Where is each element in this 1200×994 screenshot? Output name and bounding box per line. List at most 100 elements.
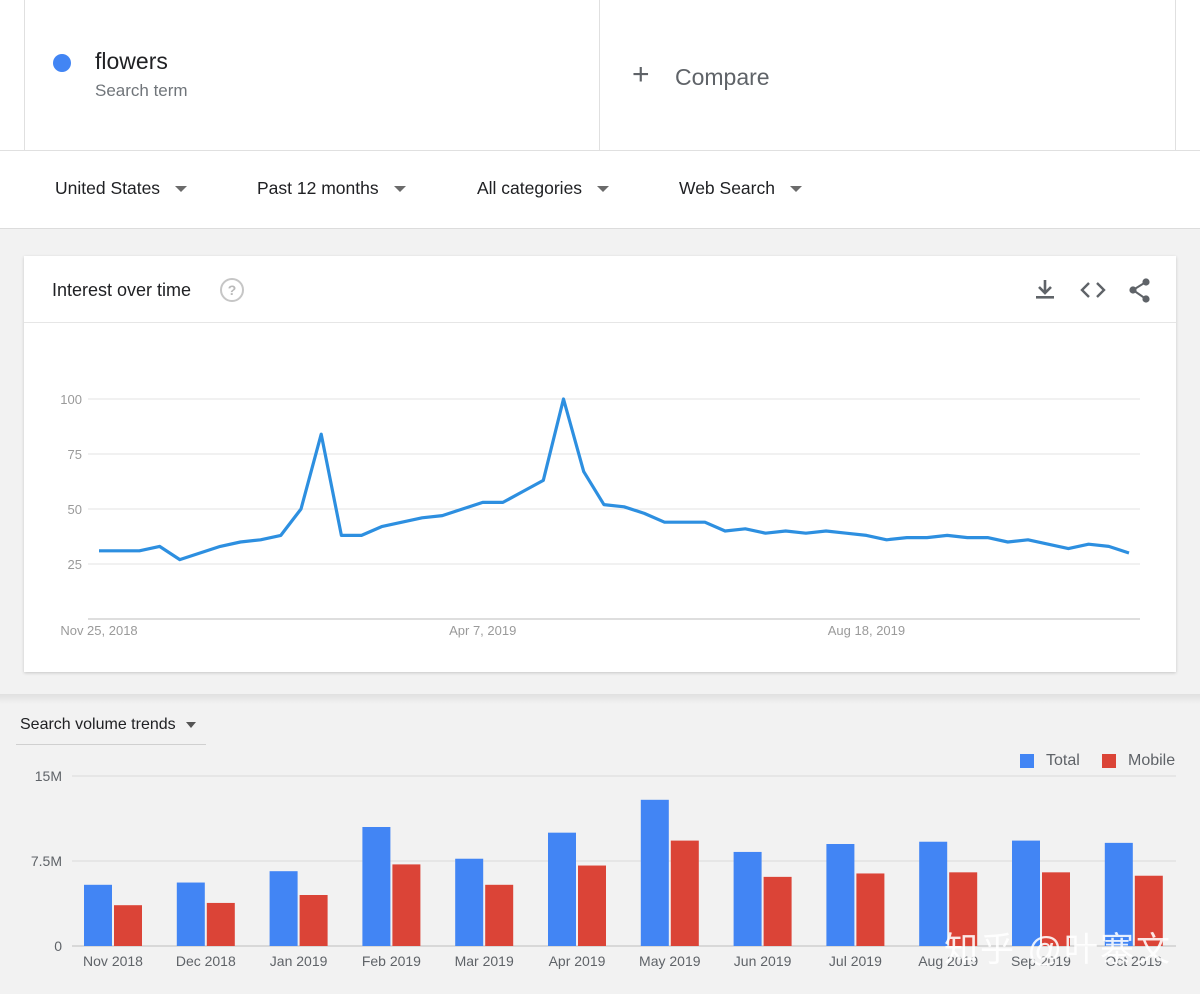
help-icon[interactable]: ? (220, 278, 244, 302)
data-point (925, 535, 930, 540)
data-point (157, 544, 162, 549)
search-term-name[interactable]: flowers (95, 48, 168, 74)
y-tick-label: 7.5M (31, 853, 62, 869)
legend-mobile-swatch (1102, 754, 1116, 768)
search-term-sublabel: Search term (95, 81, 188, 100)
legend-total-label: Total (1046, 752, 1080, 769)
data-point (298, 507, 303, 512)
x-tick-label: Apr 7, 2019 (449, 623, 516, 638)
search-volume-trends-label: Search volume trends (20, 716, 176, 733)
y-tick-label: 75 (68, 447, 82, 462)
x-tick-label: Feb 2019 (362, 953, 421, 969)
region-label: United States (55, 178, 161, 198)
data-point (642, 511, 647, 516)
data-point (1127, 551, 1132, 556)
data-point (480, 500, 485, 505)
data-point (884, 537, 889, 542)
search-volume-trends-dropdown[interactable]: Search volume trends (20, 716, 196, 734)
time-range-label: Past 12 months (257, 178, 379, 198)
y-tick-label: 100 (60, 392, 82, 407)
x-tick-label: Nov 2018 (83, 953, 143, 969)
data-point (420, 515, 425, 520)
interest-line-chart: 25 50 75 100 Nov 25, 2018 Apr 7, 2019 Aug 18, … (60, 392, 1140, 638)
bar-mobile (114, 905, 142, 946)
data-point (1066, 546, 1071, 551)
data-point (803, 531, 808, 536)
compare-button[interactable]: Compare (675, 64, 770, 90)
data-point (521, 489, 526, 494)
search-type-label: Web Search (679, 178, 775, 198)
data-point (238, 540, 243, 545)
data-point (581, 469, 586, 474)
search-type-dropdown[interactable]: Web Search (679, 178, 802, 199)
time-range-dropdown[interactable]: Past 12 months (257, 178, 406, 199)
region-dropdown[interactable]: United States (55, 178, 188, 199)
data-point (541, 478, 546, 483)
plus-icon[interactable]: + (632, 58, 650, 91)
interest-series-line (99, 397, 1130, 562)
card-header: Interest over time ? (24, 256, 1176, 323)
data-point (359, 533, 364, 538)
bar-total (84, 884, 112, 946)
y-tick-label: 25 (68, 557, 82, 572)
x-tick-label: Jan 2019 (270, 953, 328, 969)
data-point (197, 551, 202, 556)
y-tick-label: 50 (68, 502, 82, 517)
bar-total (919, 841, 948, 946)
bar-mobile (392, 864, 421, 946)
legend-total-swatch (1020, 754, 1034, 768)
embed-code-icon[interactable] (1078, 275, 1108, 305)
bar-total (269, 871, 298, 946)
category-label: All categories (477, 178, 583, 198)
data-point (622, 504, 627, 509)
legend-total: Total (1020, 752, 1080, 770)
bar-mobile (856, 873, 885, 946)
interest-over-time-card: Interest over time ? (24, 256, 1176, 672)
data-point (258, 537, 263, 542)
share-icon[interactable] (1125, 275, 1155, 305)
data-point (864, 533, 869, 538)
data-point (702, 520, 707, 525)
bar-mobile (485, 884, 514, 946)
bar-total (640, 799, 669, 946)
data-point (379, 524, 384, 529)
x-tick-label: Aug 18, 2019 (828, 623, 905, 638)
data-point (723, 529, 728, 534)
chevron-down-icon (789, 185, 802, 192)
watermark-text: 知乎 @叶寨文 (944, 931, 1172, 969)
legend-mobile-label: Mobile (1128, 752, 1176, 769)
data-point (601, 502, 606, 507)
card-title: Interest over time (52, 280, 192, 300)
x-tick-label: Nov 25, 2018 (60, 623, 137, 638)
bar-total (455, 858, 484, 946)
data-point (662, 520, 667, 525)
legend-mobile: Mobile (1102, 752, 1175, 770)
data-point (500, 500, 505, 505)
chevron-down-icon (597, 185, 610, 192)
compare-card[interactable]: + Compare (600, 0, 1176, 150)
bar-total (826, 844, 855, 946)
data-point (965, 535, 970, 540)
dropdown-underline (16, 744, 206, 745)
y-tick-label: 0 (54, 938, 62, 954)
x-tick-label: Apr 2019 (549, 953, 606, 969)
data-point (137, 548, 142, 553)
data-point (1086, 542, 1091, 547)
term-color-dot (53, 54, 71, 72)
search-term-card[interactable]: flowers Search term (24, 0, 600, 150)
data-point (339, 533, 344, 538)
bar-mobile (578, 865, 606, 946)
y-tick-label: 15M (35, 768, 62, 784)
data-point (460, 507, 465, 512)
download-icon[interactable] (1030, 275, 1060, 305)
header-divider (0, 150, 1200, 151)
data-point (743, 526, 748, 531)
category-dropdown[interactable]: All categories (477, 178, 610, 199)
data-point (1005, 540, 1010, 545)
chevron-down-icon (393, 185, 406, 192)
data-point (904, 535, 909, 540)
bar-total (176, 882, 205, 946)
data-point (844, 531, 849, 536)
bar-total (733, 851, 762, 946)
x-tick-label: Mar 2019 (455, 953, 514, 969)
